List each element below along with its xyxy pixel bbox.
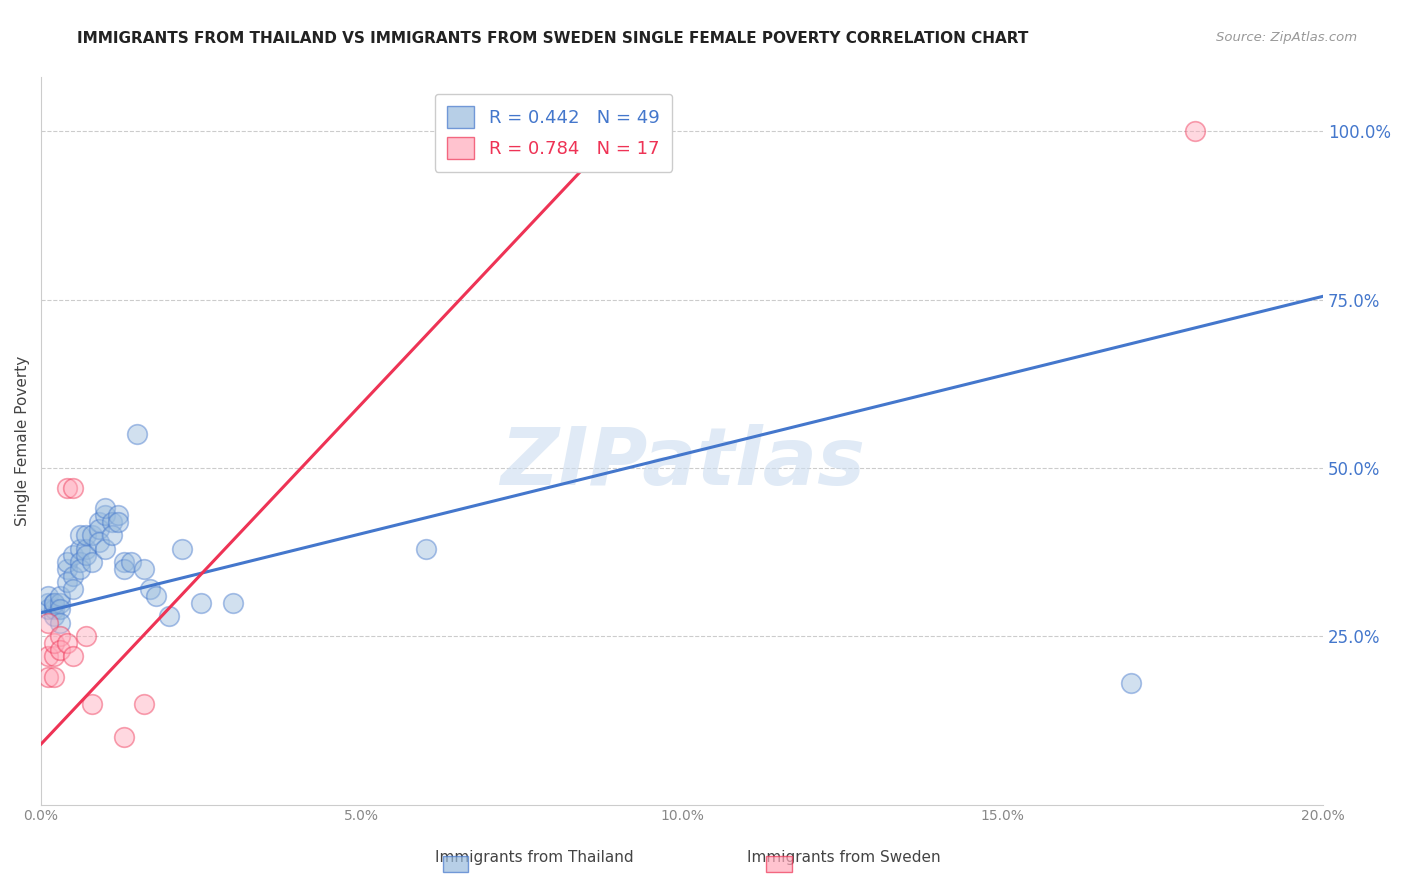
Point — [42, 670, 65, 684]
Point — [114, 555, 136, 569]
Point — [42, 636, 65, 650]
Point — [157, 609, 180, 624]
Point — [37, 596, 59, 610]
Point — [107, 508, 129, 522]
Point — [114, 562, 136, 576]
Text: Source: ZipAtlas.com: Source: ZipAtlas.com — [1216, 31, 1357, 45]
Point — [62, 549, 84, 563]
Point — [75, 549, 97, 563]
Point — [94, 501, 117, 516]
Legend: R = 0.442   N = 49, R = 0.784   N = 17: R = 0.442 N = 49, R = 0.784 N = 17 — [434, 94, 672, 172]
Point — [87, 522, 110, 536]
Point — [69, 555, 91, 569]
Point — [82, 528, 104, 542]
Point — [49, 629, 72, 643]
Point — [42, 596, 65, 610]
Point — [37, 649, 59, 664]
Point — [37, 589, 59, 603]
Point — [49, 602, 72, 616]
Point — [49, 589, 72, 603]
Point — [100, 515, 122, 529]
Point — [62, 481, 84, 495]
Point — [42, 649, 65, 664]
Point — [145, 589, 167, 603]
Point — [107, 515, 129, 529]
Point — [172, 541, 194, 556]
Point — [69, 562, 91, 576]
Point — [132, 562, 155, 576]
Point — [49, 615, 72, 630]
Point — [94, 541, 117, 556]
Point — [75, 629, 97, 643]
Point — [55, 481, 77, 495]
Point — [415, 541, 437, 556]
Point — [132, 697, 155, 711]
Point — [75, 528, 97, 542]
Point — [42, 596, 65, 610]
Point — [49, 642, 72, 657]
Point — [62, 649, 84, 664]
Point — [87, 515, 110, 529]
Point — [62, 582, 84, 596]
Point — [42, 609, 65, 624]
Point — [1119, 676, 1142, 690]
Y-axis label: Single Female Poverty: Single Female Poverty — [15, 356, 30, 526]
Point — [139, 582, 162, 596]
Point — [42, 602, 65, 616]
Point — [37, 670, 59, 684]
Point — [62, 568, 84, 582]
Point — [75, 541, 97, 556]
Point — [222, 596, 245, 610]
Point — [127, 427, 149, 442]
Point — [55, 636, 77, 650]
Text: IMMIGRANTS FROM THAILAND VS IMMIGRANTS FROM SWEDEN SINGLE FEMALE POVERTY CORRELA: IMMIGRANTS FROM THAILAND VS IMMIGRANTS F… — [77, 31, 1029, 46]
Point — [82, 697, 104, 711]
Point — [37, 602, 59, 616]
Point — [69, 541, 91, 556]
Point — [69, 528, 91, 542]
Point — [55, 575, 77, 590]
Point — [49, 596, 72, 610]
Point — [120, 555, 142, 569]
Text: Immigrants from Sweden: Immigrants from Sweden — [747, 850, 941, 865]
Point — [55, 555, 77, 569]
Point — [100, 528, 122, 542]
Point — [114, 731, 136, 745]
Point — [190, 596, 212, 610]
Point — [82, 555, 104, 569]
Point — [94, 508, 117, 522]
Point — [87, 535, 110, 549]
Point — [37, 615, 59, 630]
Text: ZIPatlas: ZIPatlas — [499, 424, 865, 502]
Text: Immigrants from Thailand: Immigrants from Thailand — [434, 850, 634, 865]
Point — [1184, 124, 1206, 138]
Point — [55, 562, 77, 576]
